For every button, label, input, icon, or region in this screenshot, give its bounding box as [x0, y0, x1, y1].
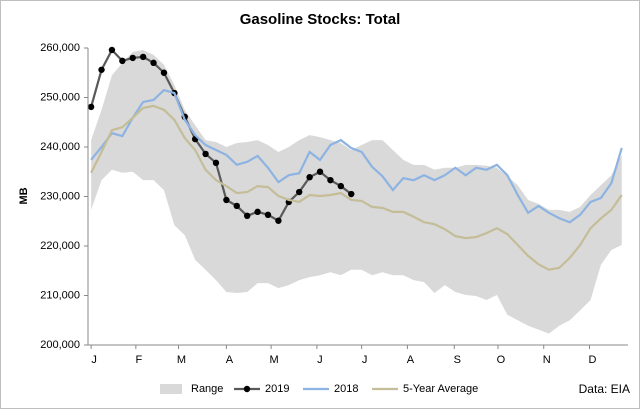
point: [233, 202, 240, 210]
x-tick-label: J: [317, 354, 323, 366]
point: [212, 159, 220, 167]
legend-swatch: [160, 384, 182, 394]
y-axis-label: MB: [18, 187, 30, 204]
legend-label: 2018: [334, 383, 358, 395]
point: [160, 69, 168, 76]
series-line: [90, 104, 623, 271]
point: [129, 54, 136, 62]
annotation: Data: EIA: [579, 382, 630, 396]
point: [223, 196, 230, 204]
y-tick-label: 240,000: [40, 141, 80, 153]
x-tick-label: A: [226, 354, 234, 366]
point: [254, 208, 261, 216]
legend-marker: [243, 385, 251, 393]
point: [87, 103, 95, 111]
point: [202, 150, 209, 158]
legend-label: 5-Year Average: [403, 383, 478, 395]
point: [108, 46, 116, 54]
series-line: [90, 88, 623, 224]
point: [306, 173, 313, 181]
point: [296, 188, 303, 196]
y-tick-label: 230,000: [40, 190, 80, 202]
x-tick-label: M: [177, 354, 186, 366]
x-tick-label: S: [454, 354, 461, 366]
legend-label: 2019: [265, 383, 289, 395]
y-tick-label: 260,000: [40, 42, 80, 54]
x-tick-label: J: [362, 354, 368, 366]
y-tick-label: 200,000: [40, 339, 80, 351]
x-tick-label: N: [543, 354, 551, 366]
y-tick-label: 210,000: [40, 289, 80, 301]
x-tick-label: D: [589, 354, 597, 366]
chart-title: Gasoline Stocks: Total: [240, 11, 401, 28]
point: [98, 66, 105, 73]
x-tick-label: F: [135, 354, 142, 366]
legend-label: Range: [191, 383, 223, 395]
point: [348, 190, 355, 198]
point: [150, 59, 157, 67]
y-tick-label: 250,000: [40, 91, 80, 103]
point: [264, 211, 272, 219]
point: [337, 182, 345, 190]
x-tick-label: A: [407, 354, 415, 366]
point: [327, 176, 334, 184]
point: [275, 217, 282, 224]
x-tick-label: O: [497, 354, 506, 366]
point: [316, 168, 324, 175]
x-tick-label: J: [91, 354, 97, 366]
range-area: [91, 49, 622, 334]
point: [139, 53, 147, 61]
point: [119, 57, 126, 65]
y-tick-label: 220,000: [40, 240, 80, 252]
x-tick-label: M: [270, 354, 279, 366]
point: [243, 212, 251, 220]
